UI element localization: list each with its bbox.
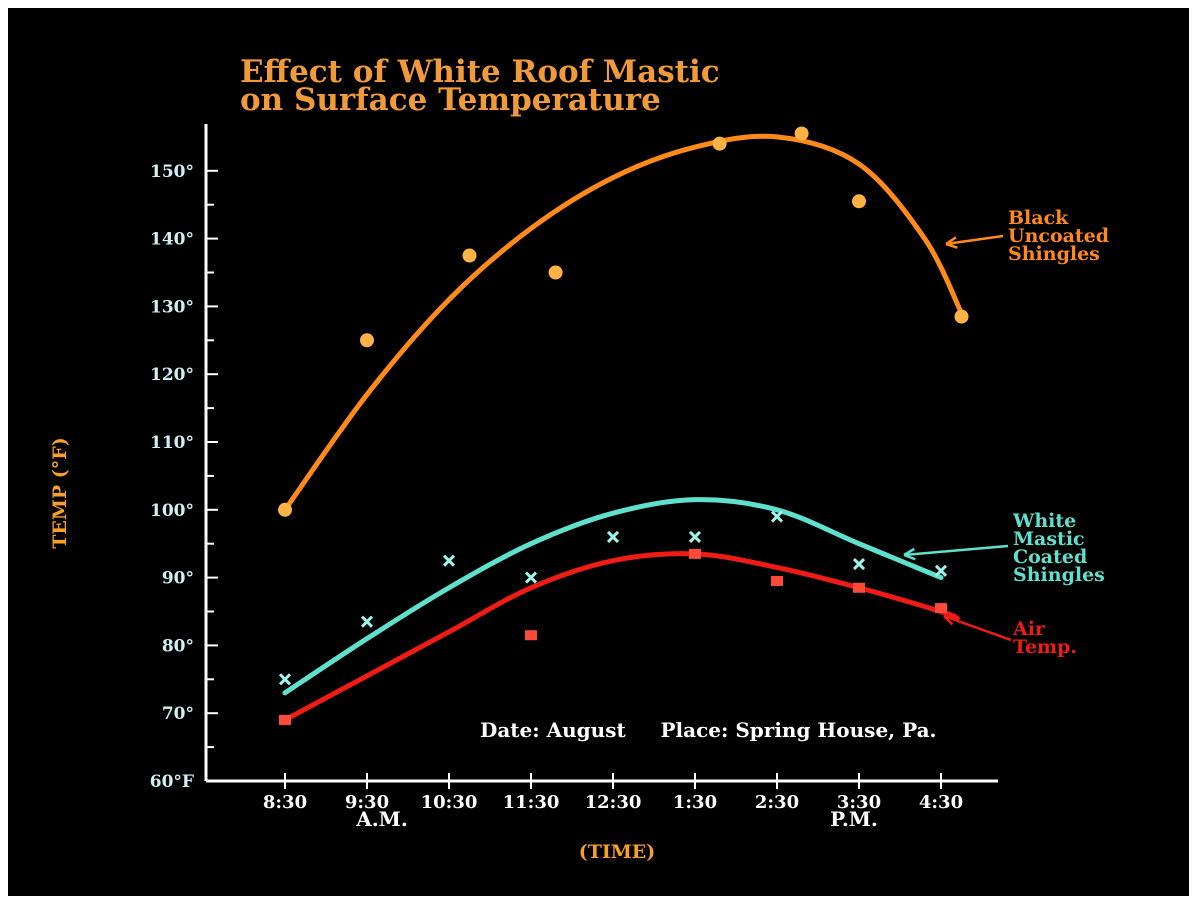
data-point <box>442 554 456 567</box>
data-point <box>360 333 374 348</box>
x-tick-label: 8:30 <box>263 792 307 813</box>
x-tick-label: 1:30 <box>673 792 717 813</box>
data-point <box>853 582 865 593</box>
data-point <box>548 265 563 280</box>
data-point <box>278 673 292 686</box>
y-tick-label: 150° <box>150 162 194 182</box>
y-tick-label: 60°F <box>150 772 194 792</box>
data-point <box>852 557 866 571</box>
series-line <box>282 551 960 723</box>
x-tick-label: 11:30 <box>503 792 560 813</box>
data-point <box>279 714 291 725</box>
date-place-note: Date: August Place: Spring House, Pa. <box>480 718 937 742</box>
series-label-arrow <box>903 544 1009 557</box>
y-tick-label: 90° <box>162 569 194 589</box>
series-label-line: Uncoated <box>1008 225 1109 247</box>
data-point <box>524 571 538 584</box>
pm-label: P.M. <box>830 807 878 831</box>
data-point <box>525 630 537 641</box>
data-point <box>712 136 727 151</box>
series-label-arrowhead <box>943 613 957 626</box>
data-point <box>954 309 969 324</box>
series-label-line: Temp. <box>1013 636 1077 658</box>
data-point <box>935 603 947 614</box>
series-label-line: White <box>1012 510 1076 532</box>
data-point <box>689 548 701 559</box>
data-point <box>852 194 866 209</box>
x-tick-label: 4:30 <box>919 792 963 813</box>
y-tick-label: 80° <box>162 636 194 656</box>
series-label: Air Temp. <box>1012 618 1077 658</box>
chart-title: Effect of White Roof Mastic <box>240 54 720 90</box>
y-tick-label: 120° <box>150 365 194 385</box>
series-label-arrow <box>945 234 1004 246</box>
data-point <box>278 502 292 517</box>
x-axis-ticks: 8:30 9:30 10:30 11:30 12:30 1:30 2:30 3:30 4:30 <box>263 773 963 813</box>
y-tick-label: 130° <box>150 297 194 317</box>
y-tick-label: 140° <box>150 230 194 250</box>
data-point <box>770 510 784 523</box>
series-label: Black Uncoated Shingles <box>1008 207 1109 265</box>
data-point <box>688 530 702 543</box>
x-tick-label: 2:30 <box>755 792 799 813</box>
x-axis-title: (TIME) <box>579 841 656 863</box>
line-chart: Effect of White Roof Mastic on Surface T… <box>49 54 1109 863</box>
series-layer <box>278 126 969 725</box>
series-1 <box>278 497 948 696</box>
am-label: A.M. <box>355 807 408 831</box>
y-axis-ticks: 60°F 70° 80° 90° 100° 110° 120° 130° 140° 150° <box>150 162 218 792</box>
x-tick-label: 12:30 <box>585 792 642 813</box>
y-tick-label: 110° <box>150 433 194 453</box>
series-label-arrow <box>943 614 1012 642</box>
series-label-line: Air <box>1012 618 1046 640</box>
data-point <box>794 126 809 141</box>
data-point <box>771 575 783 586</box>
series-label-line: Black <box>1008 207 1069 229</box>
series-label-line: Mastic <box>1013 528 1085 550</box>
series-label-line: Coated <box>1013 546 1087 568</box>
data-point <box>606 530 620 543</box>
chart-slide: Effect of White Roof Mastic on Surface T… <box>8 8 1189 896</box>
series-line <box>282 133 964 513</box>
y-tick-label: 100° <box>150 501 194 521</box>
data-point <box>462 248 477 263</box>
series-0 <box>278 126 969 517</box>
series-label-line: Shingles <box>1013 564 1105 586</box>
y-axis-title: TEMP (°F) <box>49 437 71 549</box>
x-tick-label: 10:30 <box>421 792 478 813</box>
series-line <box>282 497 944 696</box>
chart-subtitle: on Surface Temperature <box>240 82 661 118</box>
series-label-arrowhead <box>903 547 916 561</box>
x-tick-label: 9:30 <box>345 792 389 813</box>
series-label-line: Shingles <box>1008 243 1100 265</box>
data-point <box>934 564 948 577</box>
series-label: White Mastic Coated Shingles <box>1012 510 1105 586</box>
data-point <box>360 615 374 628</box>
series-label-arrowhead <box>945 236 958 249</box>
series-2 <box>279 548 960 725</box>
y-tick-label: 70° <box>162 704 194 724</box>
x-tick-label: 3:30 <box>837 792 881 813</box>
